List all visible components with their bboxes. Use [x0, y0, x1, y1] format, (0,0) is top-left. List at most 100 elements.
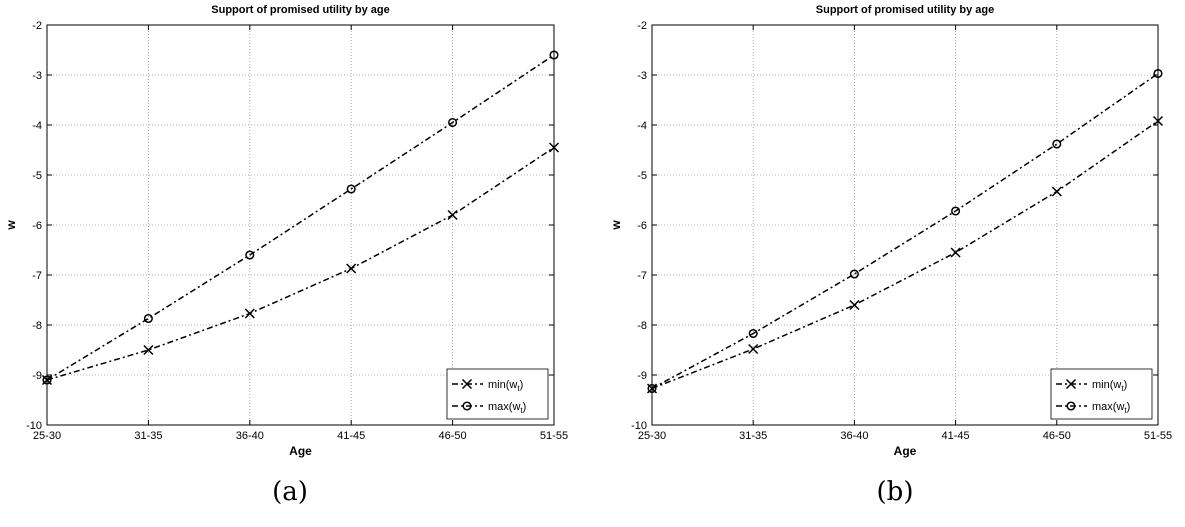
y-tick-label: -4	[32, 120, 42, 132]
data-point	[448, 117, 458, 128]
y-tick-label: -9	[32, 370, 42, 382]
data-point	[951, 206, 961, 216]
legend-label: max(wt)	[1092, 401, 1130, 415]
legend-label-close: )	[523, 401, 527, 413]
marker-stroke	[143, 344, 154, 356]
legend-label-close: )	[520, 379, 524, 391]
data-point	[346, 184, 356, 194]
data-point	[447, 209, 458, 221]
y-tick-label: -9	[637, 370, 647, 382]
data-point	[549, 50, 559, 60]
legend-item: max(wt)	[1056, 401, 1130, 415]
legend-marker	[462, 401, 472, 411]
legend-label-subscript: t	[1121, 384, 1124, 393]
legend-box	[446, 368, 549, 420]
x-tick-label: 46-50	[439, 430, 467, 442]
y-tick-label: -5	[32, 170, 42, 182]
legend: min(wt)max(wt)	[1050, 368, 1153, 420]
legend-item: min(wt)	[452, 378, 523, 393]
legend-label: max(wt)	[488, 401, 526, 415]
data-point	[950, 247, 961, 258]
plot-area	[47, 25, 554, 425]
data-point	[548, 142, 560, 153]
x-tick-label: 36-40	[840, 430, 868, 442]
data-point	[748, 328, 758, 339]
legend-label-main: max(w	[1092, 401, 1124, 413]
y-tick-label: -6	[32, 220, 42, 232]
x-tick-label: 25-30	[33, 430, 61, 442]
chart-title: Support of promised utility by age	[211, 4, 389, 16]
series-max	[647, 68, 1163, 394]
marker-stroke	[244, 308, 255, 319]
series-line	[651, 72, 1159, 390]
marker-stroke	[849, 299, 860, 311]
marker-stroke	[1152, 115, 1164, 127]
panel-caption: (b)	[877, 477, 914, 507]
legend-marker	[1066, 401, 1076, 411]
y-tick-label: -10	[26, 420, 42, 432]
legend: min(wt)max(wt)	[446, 368, 549, 420]
panel-caption: (a)	[272, 477, 308, 507]
data-point	[1152, 115, 1164, 127]
data-point	[244, 308, 255, 319]
x-tick-label: 25-30	[638, 430, 666, 442]
chart-panel-b: 25-30 31-35 36-40 41-45 46-50 51-55 -10 -9 -8 -7 -…	[609, 4, 1172, 507]
x-tick-label: 51-55	[1144, 430, 1172, 442]
y-tick-label: -3	[32, 70, 42, 82]
legend-label-main: max(w	[488, 401, 520, 413]
data-point	[143, 313, 153, 324]
marker-stroke	[748, 343, 759, 355]
x-tick-label: 36-40	[236, 430, 264, 442]
y-tick-label: -7	[637, 270, 647, 282]
y-axis-label: w	[609, 220, 623, 231]
x-tick-label: 41-45	[337, 430, 365, 442]
data-point	[346, 263, 357, 274]
legend-label-subscript: t	[520, 406, 523, 415]
legend-label: min(wt)	[1092, 379, 1127, 393]
legend-item: min(wt)	[1056, 378, 1127, 393]
chart-title: Support of promised utility by age	[816, 4, 994, 16]
grid	[47, 25, 554, 425]
marker-stroke	[548, 142, 560, 153]
grid	[652, 25, 1158, 425]
legend-label-subscript: t	[517, 384, 520, 393]
legend-label-close: )	[1127, 401, 1131, 413]
legend-label-main: min(w	[1092, 379, 1121, 391]
chart-panel-a: 25-30 31-35 36-40 41-45 46-50 51-55 -10 -9 -8 -7 -…	[4, 4, 568, 507]
marker-stroke	[950, 247, 961, 258]
series-line	[46, 54, 555, 381]
y-tick-label: -2	[32, 20, 42, 32]
series-line	[651, 120, 1159, 390]
y-tick-label: -8	[32, 320, 42, 332]
data-point	[849, 299, 860, 311]
legend-label-close: )	[1124, 379, 1128, 391]
data-point	[647, 383, 657, 394]
data-point	[1051, 186, 1062, 197]
legend-item: max(wt)	[452, 401, 526, 415]
series-max	[42, 50, 559, 385]
marker-stroke	[1065, 378, 1077, 390]
marker-stroke	[346, 263, 357, 274]
x-tick-label: 46-50	[1043, 430, 1071, 442]
y-tick-label: -5	[637, 170, 647, 182]
y-axis-label: w	[4, 220, 18, 231]
data-point	[42, 375, 52, 385]
legend-marker	[461, 378, 473, 390]
marker-stroke	[447, 209, 458, 221]
x-tick-label: 31-35	[134, 430, 162, 442]
y-tick-label: -6	[637, 220, 647, 232]
legend-label-subscript: t	[1124, 406, 1127, 415]
series-line	[46, 146, 555, 381]
legend-marker	[1065, 378, 1077, 390]
marker-stroke	[1051, 186, 1062, 197]
data-point	[1153, 68, 1163, 79]
legend-box	[1050, 368, 1153, 420]
legend-label-main: min(w	[488, 379, 517, 391]
legend-label: min(wt)	[488, 379, 523, 393]
data-point	[849, 269, 859, 279]
data-point	[245, 250, 255, 260]
x-axis-label: Age	[894, 444, 917, 458]
data-point	[748, 343, 759, 355]
y-tick-label: -4	[637, 120, 647, 132]
